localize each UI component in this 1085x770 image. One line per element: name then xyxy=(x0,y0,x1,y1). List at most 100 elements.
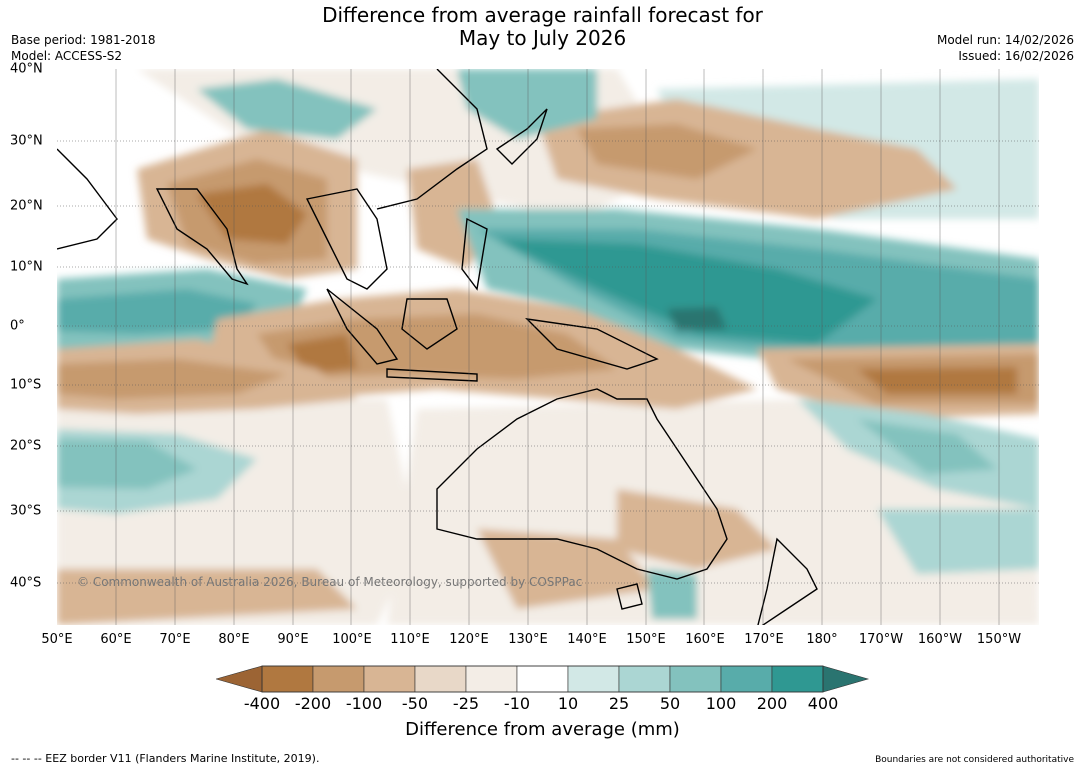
lon-label: 60°E xyxy=(100,632,132,647)
lon-label: 130°E xyxy=(508,632,548,647)
coast-tasmania xyxy=(616,583,643,610)
colorbar-tick-label: 25 xyxy=(608,694,630,713)
eez-note: -- -- -- EEZ border V11 (Flanders Marine… xyxy=(11,752,320,765)
boundary-disclaimer: Boundaries are not considered authoritat… xyxy=(875,755,1074,765)
coast-java xyxy=(386,368,478,382)
coast-india xyxy=(155,188,249,286)
colorbar-high-extend xyxy=(822,665,870,693)
anomaly-fields xyxy=(57,69,1039,625)
colorbar-tick-label: -200 xyxy=(294,694,332,713)
map-canvas xyxy=(57,69,1039,625)
chart-title: Difference from average rainfall forecas… xyxy=(0,4,1085,50)
lat-label: 0° xyxy=(10,318,25,334)
coast-philippines xyxy=(461,217,488,291)
meridians xyxy=(115,69,1000,625)
lat-label: 40°N xyxy=(10,61,43,77)
lon-label: 70°E xyxy=(159,632,191,647)
coastlines xyxy=(57,69,818,625)
colorbar-segment xyxy=(363,665,416,693)
colorbar-segment xyxy=(312,665,365,693)
dry-maritime-core xyxy=(287,334,357,374)
lat-label: 40°S xyxy=(10,575,42,591)
colorbar-tick-label: 100 xyxy=(705,694,737,713)
lat-label: 20°S xyxy=(10,438,42,454)
colorbar-tick-label: 10 xyxy=(557,694,579,713)
issued-date: Issued: 16/02/2026 xyxy=(958,49,1074,63)
title-line-1: Difference from average rainfall forecas… xyxy=(322,3,763,27)
dry-tasman xyxy=(477,529,657,609)
wet-south-indian-core xyxy=(57,439,197,489)
coast-new-guinea xyxy=(525,318,659,370)
dry-australia-east xyxy=(617,489,777,569)
colorbar-segment xyxy=(465,665,518,693)
coast-indochina xyxy=(305,188,388,290)
lon-label: 170°E xyxy=(744,632,784,647)
lon-label: 90°E xyxy=(277,632,309,647)
coast-new-zealand xyxy=(757,537,818,625)
colorbar-tick-label: 200 xyxy=(756,694,788,713)
dry-india-core xyxy=(197,184,307,244)
coast-arabia xyxy=(57,148,118,250)
lon-label: 100°E xyxy=(332,632,372,647)
colorbar-tick-label: 400 xyxy=(807,694,839,713)
colorbar-segment xyxy=(771,665,824,693)
colorbar-tick-label: -10 xyxy=(503,694,531,713)
colorbar-segment xyxy=(516,665,569,693)
colorbar xyxy=(216,665,870,693)
lon-label: 140°E xyxy=(567,632,607,647)
lon-label: 180° xyxy=(806,632,838,647)
lon-label: 150°W xyxy=(976,632,1022,647)
wet-siberia xyxy=(457,69,597,139)
lat-label: 10°S xyxy=(10,377,42,393)
colorbar-segment xyxy=(618,665,671,693)
coast-japan xyxy=(495,108,548,165)
model-name: Model: ACCESS-S2 xyxy=(11,49,123,63)
colorbar-tick-label: -100 xyxy=(345,694,383,713)
lon-label: 160°W xyxy=(917,632,963,647)
wet-spcz-core xyxy=(857,419,997,474)
coast-borneo xyxy=(401,298,458,350)
wet-southern-ocean xyxy=(647,569,697,619)
lat-label: 30°N xyxy=(10,133,43,149)
coast-australia xyxy=(436,388,728,580)
wet-pacific-max xyxy=(667,307,727,331)
lon-label: 110°E xyxy=(390,632,430,647)
colorbar-segments xyxy=(261,665,824,693)
dry-south-pacific-core xyxy=(857,367,1017,394)
wet-new-zealand xyxy=(877,509,1039,574)
lat-label: 30°S xyxy=(10,503,42,519)
colorbar-segment xyxy=(261,665,314,693)
title-line-2: May to July 2026 xyxy=(458,26,627,50)
coast-sumatra xyxy=(326,288,399,365)
wet-indian-ocean-core xyxy=(57,289,257,334)
colorbar-tick-label: 50 xyxy=(659,694,681,713)
meta-left: Base period: 1981-2018 Model: ACCESS-S2 xyxy=(11,32,156,64)
lat-label: 10°N xyxy=(10,259,43,275)
coast-china xyxy=(376,69,488,210)
base-period: Base period: 1981-2018 xyxy=(11,33,156,47)
model-run: Model run: 14/02/2026 xyxy=(936,33,1074,47)
colorbar-tick-label: -50 xyxy=(401,694,429,713)
colorbar-segment xyxy=(567,665,620,693)
colorbar-frame xyxy=(261,665,824,693)
lon-label: 150°E xyxy=(626,632,666,647)
colorbar-tick-label: -400 xyxy=(243,694,281,713)
lon-label: 170°W xyxy=(858,632,904,647)
copyright-notice: © Commonwealth of Australia 2026, Bureau… xyxy=(77,575,583,589)
lon-label: 80°E xyxy=(218,632,250,647)
wet-pacific-core xyxy=(497,239,877,344)
colorbar-segment xyxy=(669,665,722,693)
lon-label: 120°E xyxy=(449,632,489,647)
lon-label: 50°E xyxy=(41,632,73,647)
colorbar-low-extend xyxy=(216,665,263,693)
colorbar-tick-label: -25 xyxy=(452,694,480,713)
colorbar-title: Difference from average (mm) xyxy=(405,719,680,740)
dry-south-indian-strong xyxy=(57,359,287,399)
colorbar-segment xyxy=(414,665,467,693)
meta-right: Model run: 14/02/2026 Issued: 16/02/2026 xyxy=(937,32,1074,64)
wet-tibet xyxy=(197,79,377,139)
lat-label: 20°N xyxy=(10,198,43,214)
rainfall-map xyxy=(57,69,1039,625)
colorbar-segment xyxy=(720,665,773,693)
dry-north-pacific-core xyxy=(577,124,757,179)
